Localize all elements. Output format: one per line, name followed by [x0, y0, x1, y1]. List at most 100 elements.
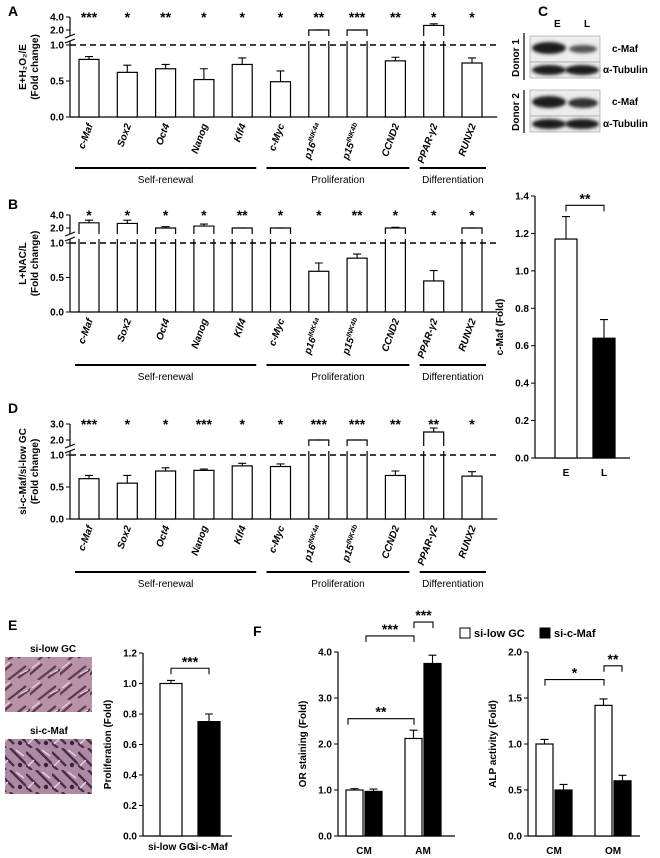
bar — [155, 470, 177, 520]
significance-marker: * — [469, 207, 475, 223]
significance-marker: ** — [313, 9, 324, 25]
bar — [346, 257, 368, 313]
group-label-differentiation: Differentiation — [422, 175, 484, 186]
western-blot: E L Donor 1 Donor 2 c-Maf α-Tubulin c-Ma… — [511, 19, 648, 133]
y-tick-label: 0.6 — [123, 740, 137, 751]
significance-marker: * — [163, 207, 169, 223]
bar — [346, 439, 368, 519]
gene-label-klf4: Klf4 — [232, 122, 249, 144]
error-bar — [238, 462, 247, 466]
error-bar — [409, 729, 418, 739]
significance-marker: * — [125, 416, 131, 432]
y-tick-label: 0.8 — [515, 304, 529, 315]
bar-si-low-gc — [159, 682, 183, 837]
y-tick-label: 0.6 — [515, 341, 529, 352]
significance-marker: * — [125, 207, 131, 223]
gene-label-ccnd2: CCND2 — [380, 122, 402, 159]
y-tick-label: 1.0 — [318, 786, 332, 797]
y-tick-label: 1.2 — [123, 649, 137, 660]
group-label-proliferation: Proliferation — [311, 372, 364, 383]
x-tick-label-si-c-maf: si-c-Maf — [190, 842, 228, 853]
band-donor2-l-tubulin — [565, 119, 599, 129]
y-tick-label: 2.0 — [318, 740, 332, 751]
error-bar — [85, 219, 93, 223]
bar-am-si-c-maf — [423, 662, 442, 837]
x-tick-label-e: E — [563, 468, 570, 479]
gene-label-p16ink4a: p16INK4a — [301, 524, 325, 564]
significance-marker: * — [201, 9, 207, 25]
significance-marker: ** — [580, 190, 591, 206]
significance-marker: * — [163, 416, 169, 432]
significance-bracket — [565, 204, 605, 212]
y-tick-label: 2.0 — [50, 436, 64, 447]
error-bar — [85, 55, 93, 60]
lane-label-l: L — [584, 19, 590, 30]
lane-label-e: E — [554, 19, 561, 30]
gene-label-nanog: Nanog — [190, 122, 211, 155]
gene-label-c-maf: c-Maf — [77, 121, 97, 151]
group-label-proliferation: Proliferation — [311, 175, 364, 186]
error-bar — [314, 262, 323, 272]
y-tick-label: 0.8 — [123, 710, 137, 721]
error-bar — [468, 471, 476, 477]
band-label-tubulin-1: α-Tubulin — [603, 65, 648, 76]
significance-marker: * — [239, 416, 245, 432]
y-tick-label: 1.0 — [508, 740, 522, 751]
y-tick-label: 0.0 — [508, 832, 522, 843]
y-axis-label: Proliferation (Fold) — [103, 700, 114, 789]
bar — [231, 227, 253, 312]
gene-label-ccnd2: CCND2 — [380, 524, 402, 561]
gene-label-nanog: Nanog — [190, 317, 211, 350]
gene-label-c-maf: c-Maf — [77, 523, 97, 553]
gene-label-oct4: Oct4 — [154, 524, 172, 549]
significance-marker: *** — [415, 607, 432, 623]
bar — [193, 78, 215, 118]
gene-label-ppar-2: PPAR-γ2 — [416, 317, 441, 360]
significance-marker: *** — [349, 9, 366, 25]
y-tick-label: 0.0 — [123, 832, 137, 843]
error-bar — [618, 774, 627, 781]
group-label-self-renewal: Self-renewal — [138, 579, 194, 590]
significance-marker: * — [239, 9, 245, 25]
significance-marker: * — [201, 207, 207, 223]
bar — [461, 475, 483, 520]
error-bar — [199, 223, 208, 227]
bar — [269, 465, 292, 520]
significance-marker: * — [316, 207, 322, 223]
bar-om-si-c-maf — [613, 780, 632, 837]
legend: si-low GC si-c-Maf — [459, 627, 596, 640]
error-bar — [600, 318, 608, 339]
y-tick-label: 1.0 — [515, 266, 529, 277]
bar-cm-si-c-maf — [364, 790, 383, 837]
y-tick-label: 0.2 — [123, 801, 137, 812]
group-label-differentiation: Differentiation — [422, 579, 484, 590]
y-tick-label: 2.0 — [50, 224, 64, 235]
y-axis-label: c-Maf (Fold) — [495, 299, 506, 356]
error-bar — [161, 226, 170, 228]
gene-label-c-myc: c-Myc — [267, 122, 287, 153]
significance-marker: ** — [390, 416, 401, 432]
y-tick-label: 1.4 — [515, 192, 529, 203]
gene-label-p16ink4a: p16INK4a — [301, 122, 325, 162]
bar — [384, 227, 406, 312]
error-bar — [428, 654, 437, 664]
y-tick-label: 0.0 — [50, 308, 64, 319]
donor-1-label: Donor 1 — [511, 39, 522, 77]
gene-label-klf4: Klf4 — [232, 524, 249, 546]
gene-label-ppar-2: PPAR-γ2 — [416, 524, 441, 567]
significance-bracket — [603, 665, 623, 672]
significance-marker: * — [278, 9, 284, 25]
legend-swatch-si-c-maf — [539, 627, 551, 639]
significance-marker: ** — [428, 416, 439, 432]
bar — [346, 29, 368, 117]
error-bar — [205, 713, 213, 722]
x-tick-label-si-low-gc: si-low GC — [148, 842, 194, 853]
legend-label-si-c-maf: si-c-Maf — [554, 628, 596, 640]
error-bar — [238, 57, 247, 65]
error-bar — [599, 698, 608, 706]
significance-marker: * — [86, 207, 92, 223]
significance-marker: * — [469, 416, 475, 432]
y-tick-label: 4.0 — [318, 648, 332, 659]
y-tick-label: 0.0 — [50, 113, 64, 124]
significance-marker: ** — [237, 207, 248, 223]
